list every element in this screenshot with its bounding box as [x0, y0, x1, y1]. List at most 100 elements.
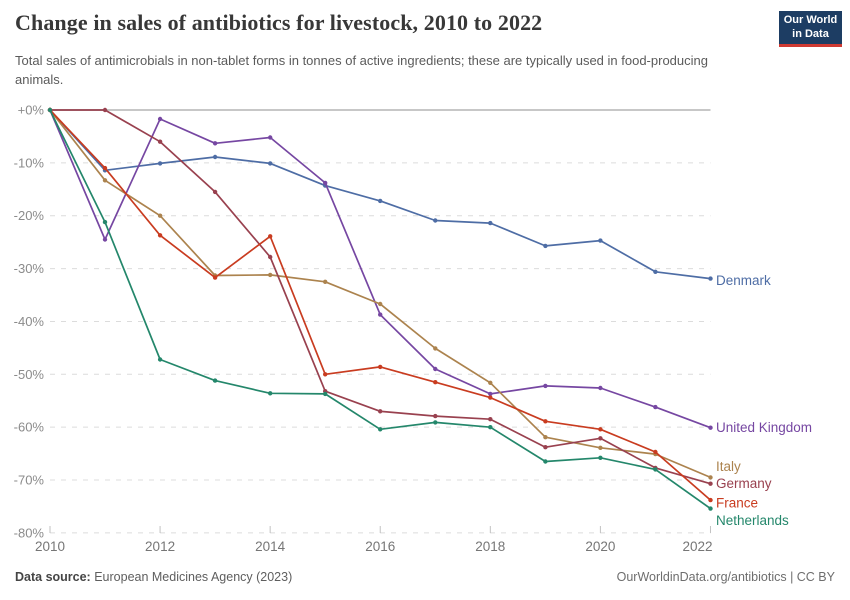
series-point-denmark[interactable]	[157, 161, 163, 166]
series-point-united-kingdom[interactable]	[157, 116, 163, 122]
y-axis-tick-label: -50%	[14, 367, 45, 382]
series-point-italy[interactable]	[323, 279, 328, 284]
chart-subtitle: Total sales of antimicrobials in non-tab…	[15, 53, 708, 87]
series-point-denmark[interactable]	[212, 154, 218, 160]
series-point-france[interactable]	[212, 275, 218, 280]
series-point-united-kingdom[interactable]	[543, 383, 548, 389]
series-point-denmark[interactable]	[653, 269, 658, 274]
series-point-france[interactable]	[653, 449, 658, 455]
series-point-united-kingdom[interactable]	[102, 237, 108, 242]
series-point-netherlands[interactable]	[433, 420, 438, 425]
series-point-netherlands[interactable]	[653, 467, 658, 472]
data-source-label: Data source:	[15, 570, 91, 584]
series-point-netherlands[interactable]	[323, 391, 328, 397]
y-axis-tick-label: +0%	[18, 103, 45, 118]
series-point-france[interactable]	[268, 234, 273, 239]
series-point-denmark[interactable]	[378, 198, 383, 204]
series-label-italy[interactable]: Italy	[716, 459, 741, 474]
series-point-denmark[interactable]	[598, 238, 603, 243]
data-source: Data source: European Medicines Agency (…	[15, 570, 292, 584]
series-point-germany[interactable]	[433, 413, 438, 419]
series-point-united-kingdom[interactable]	[268, 135, 273, 140]
series-point-france[interactable]	[488, 395, 493, 400]
series-point-netherlands[interactable]	[378, 427, 383, 432]
series-label-united-kingdom[interactable]: United Kingdom	[716, 420, 812, 435]
series-point-united-kingdom[interactable]	[212, 141, 218, 146]
series-point-netherlands[interactable]	[598, 455, 603, 460]
series-point-united-kingdom[interactable]	[433, 366, 438, 372]
owid-logo-line1: Our World	[783, 13, 838, 26]
y-axis-tick-label: -20%	[14, 208, 45, 223]
series-point-france[interactable]	[598, 427, 603, 432]
series-point-france[interactable]	[378, 364, 383, 370]
series-point-netherlands[interactable]	[47, 107, 53, 113]
data-source-text: European Medicines Agency (2023)	[90, 570, 293, 584]
series-point-netherlands[interactable]	[488, 425, 493, 430]
series-point-italy[interactable]	[708, 475, 713, 480]
series-point-france[interactable]	[543, 419, 548, 424]
series-point-italy[interactable]	[102, 178, 108, 183]
series-point-netherlands[interactable]	[268, 391, 273, 396]
series-point-italy[interactable]	[433, 346, 438, 351]
series-point-france[interactable]	[433, 380, 438, 385]
series-point-united-kingdom[interactable]	[323, 180, 328, 186]
owid-logo[interactable]: Our World in Data	[779, 11, 842, 47]
series-point-united-kingdom[interactable]	[488, 391, 493, 397]
series-point-italy[interactable]	[488, 380, 493, 385]
y-axis-tick-label: -40%	[14, 314, 45, 329]
series-label-denmark[interactable]: Denmark	[716, 273, 771, 288]
series-point-germany[interactable]	[488, 417, 493, 422]
series-point-france[interactable]	[708, 497, 713, 503]
x-axis-tick-label: 2022	[682, 539, 712, 554]
y-axis-tick-label: -10%	[14, 155, 45, 170]
y-axis-tick-label: -30%	[14, 261, 45, 276]
x-axis-tick-label: 2020	[585, 539, 615, 554]
x-axis-tick-label: 2012	[145, 539, 175, 554]
series-label-germany[interactable]: Germany	[716, 476, 772, 491]
series-label-netherlands[interactable]: Netherlands	[716, 513, 789, 528]
series-label-france[interactable]: France	[716, 496, 758, 511]
series-point-germany[interactable]	[543, 445, 548, 450]
x-axis-tick-label: 2016	[365, 539, 395, 554]
series-point-italy[interactable]	[543, 435, 548, 440]
series-point-denmark[interactable]	[268, 161, 273, 166]
series-point-italy[interactable]	[268, 272, 273, 278]
series-point-germany[interactable]	[268, 254, 273, 260]
series-point-united-kingdom[interactable]	[708, 425, 713, 430]
series-point-germany[interactable]	[378, 409, 383, 414]
series-point-france[interactable]	[157, 233, 163, 238]
series-point-denmark[interactable]	[708, 276, 713, 281]
series-point-united-kingdom[interactable]	[378, 312, 383, 317]
chart-footer: Data source: European Medicines Agency (…	[15, 566, 835, 588]
attribution-link[interactable]: OurWorldinData.org/antibiotics | CC BY	[616, 570, 835, 584]
y-axis-tick-label: -70%	[14, 473, 45, 488]
series-point-united-kingdom[interactable]	[653, 404, 658, 410]
series-point-france[interactable]	[323, 372, 328, 377]
series-point-denmark[interactable]	[433, 218, 438, 223]
x-axis-tick-label: 2018	[475, 539, 505, 554]
page-title: Change in sales of antibiotics for lives…	[15, 10, 543, 35]
series-point-italy[interactable]	[157, 213, 163, 218]
x-axis-tick-label: 2014	[255, 539, 286, 554]
series-point-netherlands[interactable]	[212, 378, 218, 383]
series-point-france[interactable]	[102, 165, 108, 171]
y-axis-tick-label: -60%	[14, 420, 45, 435]
series-point-denmark[interactable]	[543, 243, 548, 249]
series-point-germany[interactable]	[598, 436, 603, 441]
series-point-italy[interactable]	[598, 445, 603, 450]
series-point-united-kingdom[interactable]	[598, 385, 603, 391]
x-axis-tick-label: 2010	[35, 539, 65, 554]
series-point-germany[interactable]	[708, 481, 713, 486]
series-point-netherlands[interactable]	[543, 459, 548, 464]
series-point-netherlands[interactable]	[157, 357, 163, 362]
series-point-denmark[interactable]	[488, 220, 493, 226]
series-point-germany[interactable]	[102, 107, 108, 113]
series-point-italy[interactable]	[378, 301, 383, 307]
series-point-netherlands[interactable]	[708, 506, 713, 511]
series-point-netherlands[interactable]	[102, 219, 108, 225]
series-point-germany[interactable]	[157, 139, 163, 144]
owid-logo-line2: in Data	[792, 27, 829, 40]
series-point-germany[interactable]	[212, 189, 218, 195]
